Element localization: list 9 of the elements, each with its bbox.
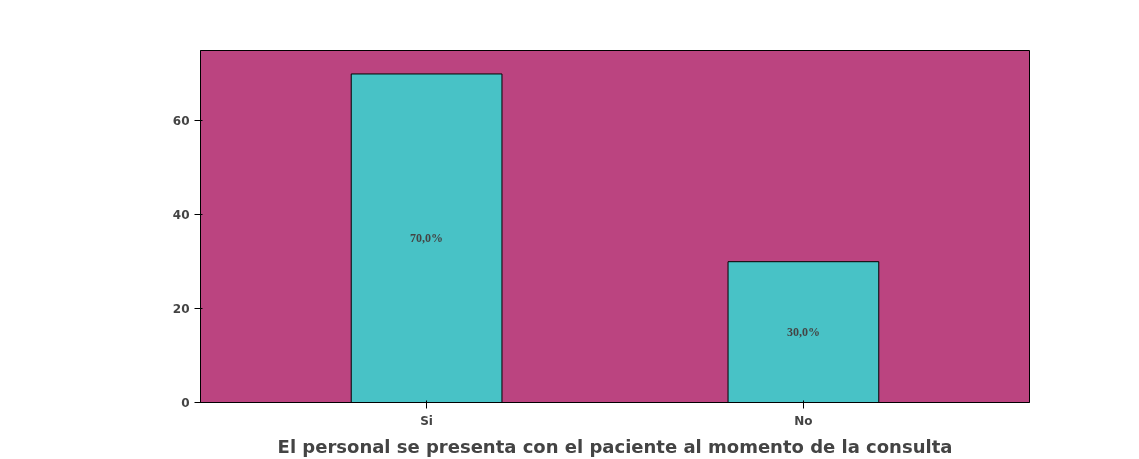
data-label: 70,0% xyxy=(410,231,444,246)
y-tick-label: 20 xyxy=(172,302,190,317)
x-axis-title: El personal se presenta con el paciente al momento de la consulta xyxy=(277,435,953,457)
y-tick-label: 40 xyxy=(172,208,190,223)
y-tick-label: 0 xyxy=(181,396,190,410)
data-label: 30,0% xyxy=(786,325,820,340)
x-tick-label: No xyxy=(794,413,813,428)
y-tick-label: 60 xyxy=(172,114,190,129)
x-tick-label: Si xyxy=(420,413,433,428)
